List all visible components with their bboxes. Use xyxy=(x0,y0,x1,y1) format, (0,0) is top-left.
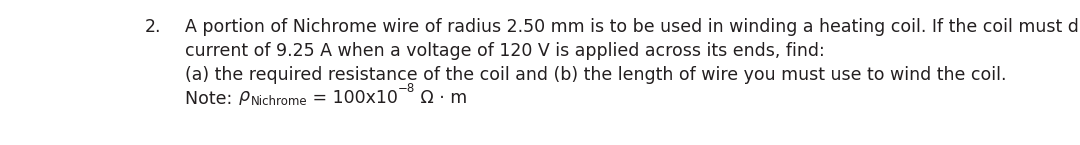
Text: Ω · m: Ω · m xyxy=(416,89,468,107)
Text: Nichrome: Nichrome xyxy=(251,95,307,108)
Text: −8: −8 xyxy=(399,82,416,95)
Text: Note:: Note: xyxy=(185,90,238,108)
Text: $\rho$: $\rho$ xyxy=(238,89,251,107)
Text: A portion of Nichrome wire of radius 2.50 mm is to be used in winding a heating : A portion of Nichrome wire of radius 2.5… xyxy=(185,18,1080,36)
Text: = 100x10: = 100x10 xyxy=(307,89,399,107)
Text: (a) the required resistance of the coil and (b) the length of wire you must use : (a) the required resistance of the coil … xyxy=(185,66,1007,84)
Text: 2.: 2. xyxy=(145,18,162,36)
Text: current of 9.25 A when a voltage of 120 V is applied across its ends, find:: current of 9.25 A when a voltage of 120 … xyxy=(185,42,825,60)
